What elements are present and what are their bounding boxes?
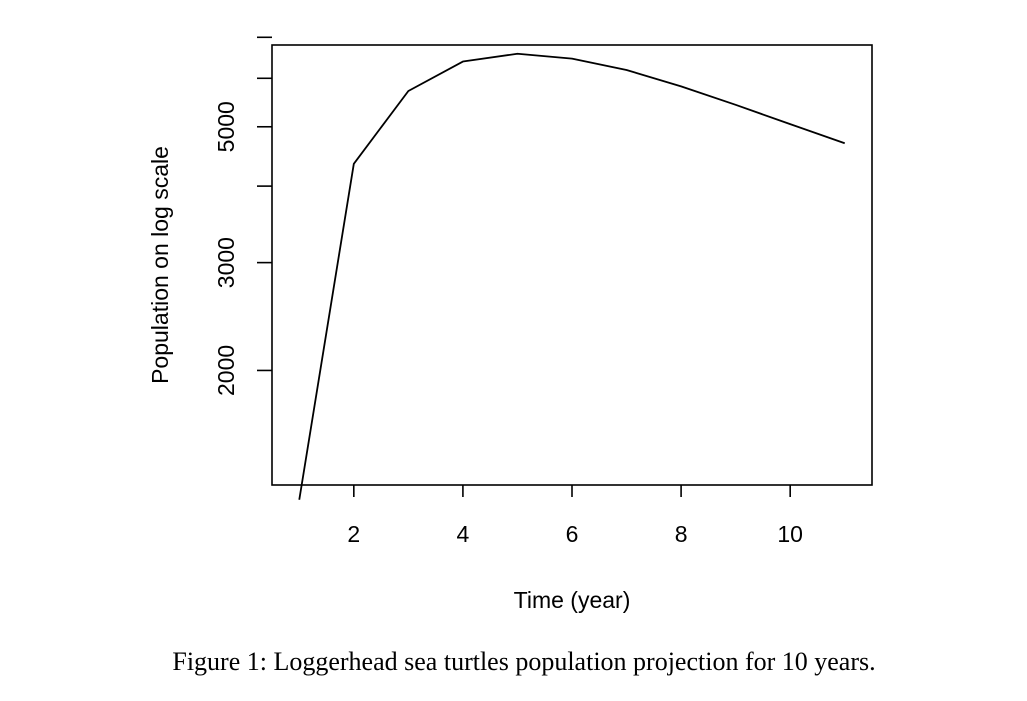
- y-axis: 2000 3000 5000: [213, 36, 272, 396]
- x-tick-label: 2: [347, 521, 360, 547]
- x-tick-label: 8: [675, 521, 688, 547]
- x-tick-label: 10: [777, 521, 803, 547]
- x-tick-label: 4: [457, 521, 470, 547]
- population-line: [298, 52, 846, 500]
- plot-frame: [271, 44, 873, 486]
- x-tick-label: 6: [566, 521, 579, 547]
- y-axis-label: Population on log scale: [147, 146, 173, 384]
- x-axis-label: Time (year): [514, 587, 631, 613]
- y-tick-label: 2000: [213, 345, 239, 396]
- y-tick-label: 5000: [213, 101, 239, 152]
- y-tick-label: 3000: [213, 237, 239, 288]
- figure-caption: Figure 1: Loggerhead sea turtles populat…: [172, 647, 875, 676]
- x-axis: 2 4 6 8 10: [347, 485, 803, 547]
